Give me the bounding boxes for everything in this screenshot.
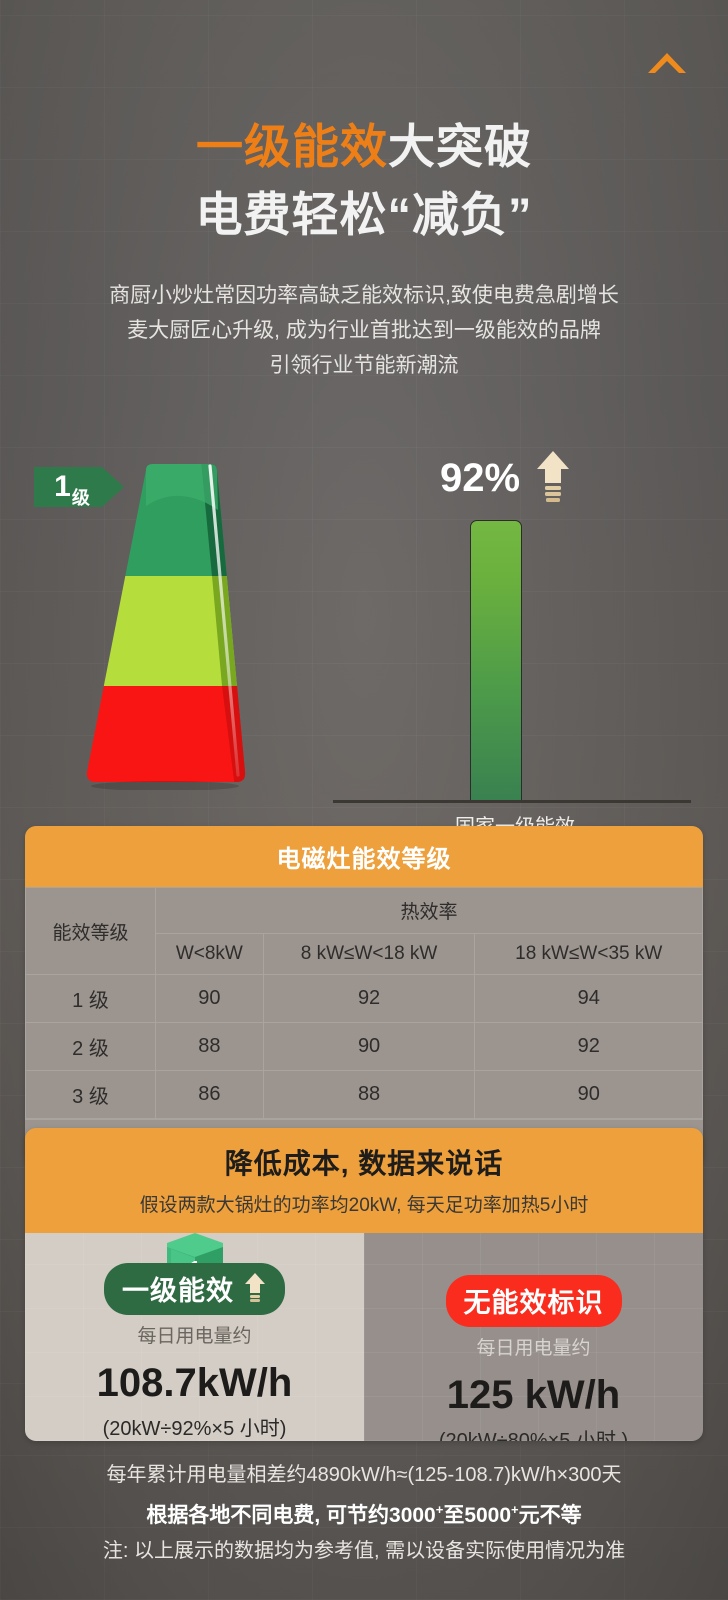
up-arrow-icon bbox=[243, 1272, 267, 1306]
headline-line-2: 电费轻松“减负” bbox=[195, 188, 533, 241]
cell-r1-c2: 92 bbox=[262, 974, 476, 1023]
cell-r2-c1: 88 bbox=[155, 1022, 264, 1071]
daily-usage-label-left: 每日用电量约 bbox=[137, 1326, 252, 1347]
cell-r2-c2: 90 bbox=[262, 1022, 476, 1071]
th-group-thermal-efficiency: 热效率 bbox=[155, 887, 703, 934]
pyramid-graphic bbox=[86, 464, 246, 790]
efficiency-table-title: 电磁灶能效等级 bbox=[25, 826, 703, 887]
grade-badge-unit: 级 bbox=[71, 488, 90, 508]
footer-line-3: 注: 以上展示的数据均为参考值, 需以设备实际使用情况为准 bbox=[102, 1540, 626, 1562]
daily-usage-label-right: 每日用电量约 bbox=[476, 1338, 591, 1359]
cell-grade-1: 1 级 bbox=[25, 974, 156, 1023]
cost-comparison-body: 1 一级能效 每日用电量约 1 bbox=[25, 1233, 703, 1441]
subcopy-line-1: 商厨小炒灶常因功率高缺乏能效标识,致使电费急剧增长 bbox=[109, 284, 619, 307]
footer-line-2-c: 元不等 bbox=[518, 1504, 582, 1527]
headline-line-1: 一级能效大突破 bbox=[0, 118, 728, 176]
pill-green-label: 一级能效 bbox=[122, 1276, 234, 1306]
cost-column-grade1: 1 一级能效 每日用电量约 1 bbox=[25, 1233, 364, 1441]
table-row: 1 级 90 92 94 bbox=[25, 974, 703, 1023]
footer-sup-2: + bbox=[511, 1502, 519, 1517]
cell-r1-c3: 94 bbox=[474, 974, 703, 1023]
cost-card-header: 降低成本, 数据来说话 假设两款大锅灶的功率均20kW, 每天足功率加热5小时 bbox=[25, 1128, 703, 1233]
cell-r3-c2: 88 bbox=[262, 1070, 476, 1119]
cell-grade-3: 3 级 bbox=[25, 1070, 156, 1119]
footer-line-1: 每年累计用电量相差约4890kW/h≈(125-108.7)kW/h×300天 bbox=[106, 1464, 622, 1486]
daily-usage-formula-left: (20kW÷92%×5 小时) bbox=[102, 1418, 287, 1440]
bar-92-percent bbox=[470, 520, 522, 802]
table-header-row-1: 能效等级 热效率 bbox=[25, 887, 703, 975]
chart-baseline-axis bbox=[333, 800, 691, 803]
cell-r3-c3: 90 bbox=[474, 1070, 703, 1119]
no-energy-label-pill-badge: 无能效标识 bbox=[445, 1275, 622, 1327]
th-grade: 能效等级 bbox=[25, 887, 156, 975]
table-row: 2 级 88 90 92 bbox=[25, 1022, 703, 1071]
footer-line-2-a: 根据各地不同电费, 可节约3000 bbox=[146, 1504, 436, 1527]
cost-card-title: 降低成本, 数据来说话 bbox=[224, 1148, 504, 1179]
grade-1-pill-badge: 一级能效 bbox=[104, 1263, 285, 1315]
cell-grade-2: 2 级 bbox=[25, 1022, 156, 1071]
cell-r3-c1: 86 bbox=[155, 1070, 264, 1119]
pyramid-highlight bbox=[208, 464, 240, 777]
headline-block: 一级能效大突破 电费轻松“减负” bbox=[0, 118, 728, 244]
pill-red-label: 无能效标识 bbox=[463, 1288, 604, 1318]
daily-usage-formula-right: (20kW÷80%×5 小时 ) bbox=[438, 1430, 629, 1441]
up-arrow-icon bbox=[535, 450, 571, 506]
th-power-range-2: 8 kW≤W<18 kW bbox=[262, 933, 476, 975]
footer-line-2: 根据各地不同电费, 可节约3000+至5000+元不等 bbox=[0, 1492, 728, 1534]
efficiency-table: 能效等级 热效率 W<8kW 8 kW≤W<18 kW 18 kW≤W<35 k… bbox=[25, 887, 703, 1119]
footer-line-2-b: 至5000 bbox=[443, 1504, 512, 1527]
efficiency-bar-chart: 92% 国家一级能效 bbox=[320, 448, 710, 838]
cell-r2-c3: 92 bbox=[474, 1022, 703, 1071]
pyramid-tier-red bbox=[86, 686, 246, 782]
cost-comparison-card: 降低成本, 数据来说话 假设两款大锅灶的功率均20kW, 每天足功率加热5小时 … bbox=[25, 1128, 703, 1441]
subcopy-block: 商厨小炒灶常因功率高缺乏能效标识,致使电费急剧增长 麦大厨匠心升级, 成为行业首… bbox=[0, 278, 728, 383]
visual-section: 1级 92% 国家一级能效 bbox=[0, 430, 728, 838]
bar-value-label: 92% bbox=[440, 456, 521, 500]
subcopy-line-3: 引领行业节能新潮流 bbox=[269, 354, 459, 377]
footer-sup-1: + bbox=[435, 1502, 444, 1517]
chevron-up-icon bbox=[645, 50, 689, 76]
subcopy-line-2: 麦大厨匠心升级, 成为行业首批达到一级能效的品牌 bbox=[127, 319, 601, 342]
th-power-range-1: W<8kW bbox=[155, 933, 264, 975]
cost-card-subtitle: 假设两款大锅灶的功率均20kW, 每天足功率加热5小时 bbox=[139, 1195, 589, 1216]
pyramid-shadow bbox=[91, 781, 239, 790]
grade-badge-number: 1 bbox=[54, 470, 71, 503]
th-power-range-3: 18 kW≤W<35 kW bbox=[474, 933, 703, 975]
efficiency-table-card: 电磁灶能效等级 能效等级 热效率 W<8kW 8 kW≤W<18 kW 18 k… bbox=[25, 826, 703, 1165]
cell-r1-c1: 90 bbox=[155, 974, 264, 1023]
daily-usage-value-right: 125 kW/h bbox=[446, 1373, 621, 1417]
cost-column-no-label: 无能效标识 每日用电量约 125 kW/h (20kW÷80%×5 小时 ) bbox=[364, 1233, 703, 1441]
headline-plain-text: 大突破 bbox=[388, 120, 532, 173]
pyramid-tier-yellow bbox=[86, 576, 246, 686]
daily-usage-value-left: 108.7kW/h bbox=[96, 1361, 293, 1405]
table-row: 3 级 86 88 90 bbox=[25, 1070, 703, 1119]
headline-accent-text: 一级能效 bbox=[196, 120, 388, 173]
footer-notes: 每年累计用电量相差约4890kW/h≈(125-108.7)kW/h×300天 … bbox=[0, 1458, 728, 1568]
